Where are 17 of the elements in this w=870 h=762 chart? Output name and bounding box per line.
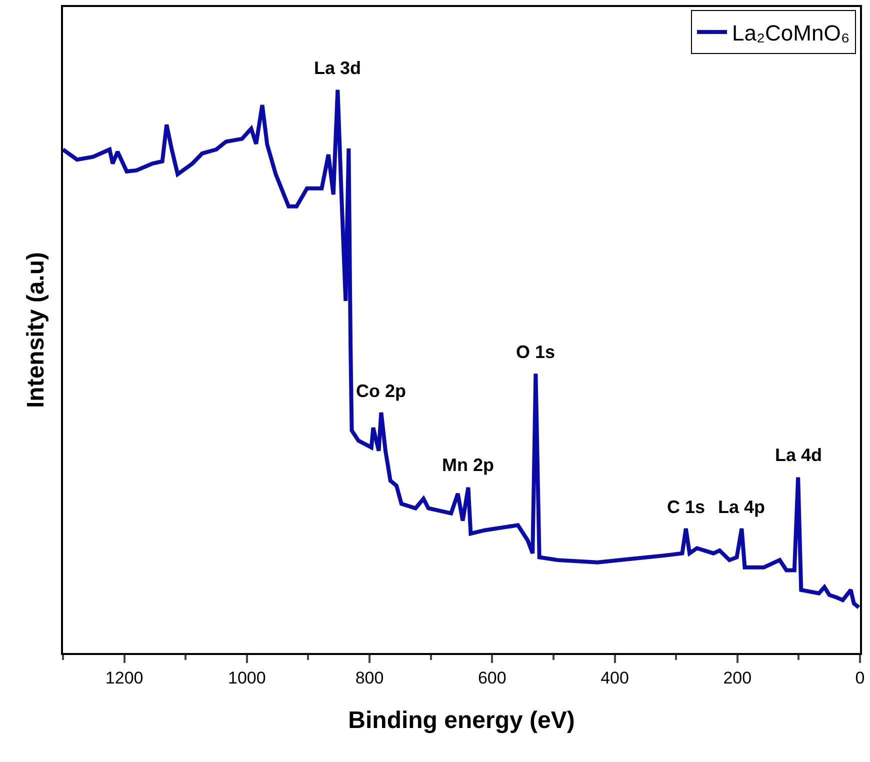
x-tick-label: 200	[723, 668, 752, 688]
x-tick-label: 800	[355, 668, 384, 688]
x-tick-label: 600	[478, 668, 506, 688]
annotation: Mn 2p	[442, 455, 494, 475]
x-tick-label: 1200	[105, 668, 144, 688]
annotation: La 3d	[314, 58, 362, 78]
x-tick-label: 400	[600, 668, 629, 688]
annotation: C 1s	[667, 497, 706, 517]
annotation: O 1s	[516, 342, 556, 362]
y-axis-title: Intensity (a.u)	[22, 252, 50, 408]
legend-label: La₂CoMnO₆	[732, 20, 850, 46]
annotation: La 4p	[718, 497, 766, 517]
annotation: Co 2p	[356, 381, 406, 401]
annotation: La 4d	[775, 445, 822, 465]
x-axis-title: Binding energy (eV)	[348, 707, 575, 734]
x-tick-label: 1000	[228, 668, 266, 688]
x-tick-label: 0	[855, 668, 865, 688]
